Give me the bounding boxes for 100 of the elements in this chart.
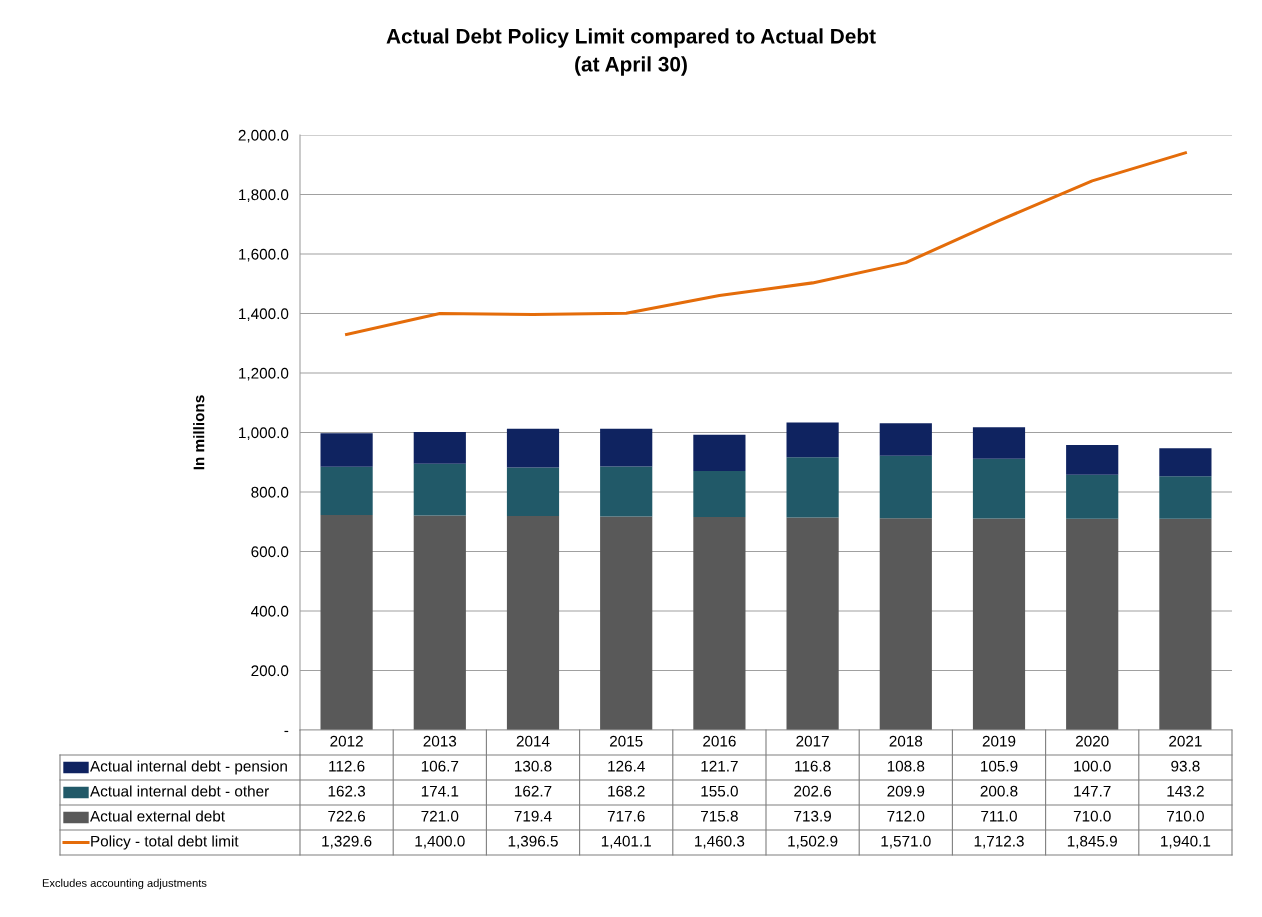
bar: [1159, 448, 1212, 477]
y-tick-label: 200.0: [251, 665, 289, 677]
bar: [879, 518, 932, 730]
data-label: 143.2: [1167, 785, 1204, 797]
y-tick-label: 2,000.0: [238, 129, 289, 143]
data-label: 168.2: [608, 785, 645, 797]
bar: [413, 463, 466, 516]
bar: [506, 428, 560, 468]
legend-label: Policy - total debt limit: [91, 835, 239, 850]
bar: [786, 457, 839, 518]
data-label: 1,940.1: [1161, 835, 1211, 849]
data-label: 93.8: [1171, 760, 1200, 772]
data-label: 1,460.3: [695, 835, 745, 849]
bar: [972, 458, 1026, 519]
data-label: 1,571.0: [881, 835, 931, 849]
data-label: 719.4: [514, 810, 552, 822]
data-label: 105.9: [981, 760, 1018, 772]
data-label: 200.8: [980, 785, 1018, 797]
x-tick-label: 2019: [982, 735, 1016, 747]
data-label: 121.7: [701, 760, 738, 772]
data-label: 1,712.3: [974, 835, 1024, 849]
bar: [972, 518, 1026, 730]
bar: [879, 423, 932, 456]
bar: [600, 466, 653, 517]
x-tick-label: 2018: [889, 735, 923, 747]
y-tick-label: 1,800.0: [239, 189, 289, 202]
data-label: 713.9: [794, 810, 831, 822]
bar: [786, 517, 839, 730]
data-label: 162.7: [515, 785, 552, 797]
bar: [1066, 445, 1119, 475]
bar: [1066, 518, 1119, 730]
bar: [413, 431, 466, 464]
data-label: 202.6: [794, 785, 832, 797]
data-label: 174.1: [421, 785, 459, 797]
y-tick-label: 1,000.0: [239, 427, 289, 440]
bar: [786, 422, 839, 458]
bar: [693, 434, 746, 471]
bar: [600, 516, 653, 730]
chart-title: Actual Debt Policy Limit compared to Actual Debt: [386, 28, 876, 48]
data-label: 711.0: [981, 810, 1017, 822]
bar: [320, 466, 373, 516]
data-label: 722.6: [328, 810, 366, 822]
x-tick-label: 2015: [609, 735, 643, 747]
data-label: 715.8: [701, 810, 738, 822]
data-label: 116.8: [795, 760, 831, 772]
data-label: 1,401.1: [601, 835, 651, 849]
data-label: 1,502.9: [788, 835, 838, 849]
bar: [693, 517, 746, 730]
data-label: 108.8: [887, 760, 925, 772]
x-tick-label: 2016: [703, 735, 736, 747]
bar: [1159, 476, 1212, 519]
data-label: 1,396.5: [508, 835, 558, 849]
data-label: 106.7: [421, 760, 459, 772]
line-series: [345, 151, 1187, 336]
data-label: 162.3: [328, 785, 366, 797]
data-label: 130.8: [515, 760, 552, 772]
x-tick-label: 2021: [1169, 735, 1202, 747]
y-tick-label: -: [284, 730, 289, 733]
bar: [879, 455, 932, 519]
y-tick-label: 1,400.0: [239, 308, 289, 321]
data-label: 712.0: [887, 810, 925, 822]
data-label: 126.4: [608, 760, 645, 772]
bar: [413, 515, 466, 730]
legend-label: Actual internal debt - pension: [90, 760, 287, 775]
data-label: 209.9: [887, 785, 925, 797]
data-label: 155.0: [701, 785, 738, 797]
legend-label: Actual internal debt - other: [90, 785, 269, 797]
text: Excludes accounting adjustments: [42, 878, 207, 890]
bar: [600, 428, 653, 467]
bar: [972, 427, 1026, 459]
bar: [506, 515, 560, 730]
x-tick-label: 2012: [330, 735, 363, 747]
data-label: 710.0: [1073, 810, 1111, 822]
data-label: 112.6: [329, 760, 365, 772]
y-tick-label: 1,200.0: [239, 367, 289, 381]
bar: [320, 515, 373, 730]
data-label: 710.0: [1167, 810, 1204, 822]
x-tick-label: 2017: [796, 735, 829, 747]
x-tick-label: 2020: [1075, 735, 1109, 747]
y-tick-label: 400.0: [251, 605, 289, 617]
bar: [320, 433, 373, 467]
bar: [1159, 518, 1212, 730]
x-tick-label: 2014: [516, 735, 550, 747]
data-label: 717.6: [607, 810, 645, 822]
data-label: 1,845.9: [1067, 835, 1117, 849]
y-axis-title: In millions: [193, 395, 205, 470]
bar: [693, 470, 746, 518]
bar: [506, 467, 560, 516]
data-label: 100.0: [1074, 760, 1111, 772]
chart-subtitle: (at April 30): [575, 56, 687, 76]
data-label: 1,329.6: [322, 835, 372, 849]
y-tick-label: 600.0: [251, 546, 289, 558]
bar: [1066, 474, 1119, 519]
legend-label: Actual external debt: [90, 810, 225, 822]
data-label: 147.7: [1074, 785, 1111, 797]
data-label: 721.0: [421, 810, 459, 822]
y-tick-label: 1,600.0: [239, 248, 289, 262]
data-label: 1,400.0: [415, 835, 465, 849]
x-tick-label: 2013: [423, 735, 457, 747]
y-tick-label: 800.0: [251, 486, 289, 498]
